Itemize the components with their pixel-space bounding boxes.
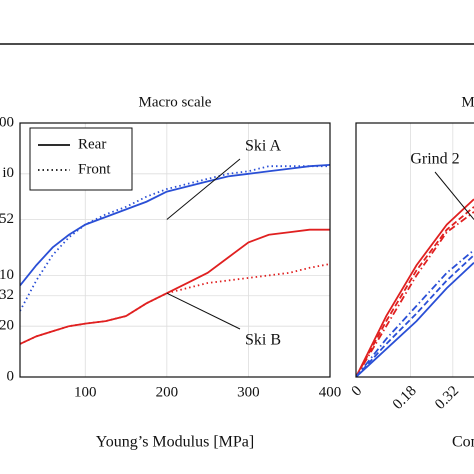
y-tick-label: 32 bbox=[0, 287, 14, 303]
x-tick-label: 400 bbox=[319, 384, 342, 400]
y-tick-label: i0 bbox=[2, 165, 14, 181]
plot-frame bbox=[19, 122, 331, 378]
series-line bbox=[20, 263, 330, 345]
series-line bbox=[356, 249, 474, 377]
annotation-leader bbox=[166, 158, 241, 220]
y-tick-label: 52 bbox=[0, 211, 14, 227]
x-tick-label: 200 bbox=[156, 384, 179, 400]
annotation-leader bbox=[166, 292, 241, 330]
legend-box bbox=[29, 127, 133, 191]
plot-frame bbox=[355, 122, 474, 378]
annotation: Ski B bbox=[245, 332, 281, 349]
legend-label: Rear bbox=[78, 136, 106, 152]
x-tick-label: 0.32 bbox=[432, 383, 462, 413]
y-tick-label: 20 bbox=[0, 318, 14, 334]
series-line bbox=[356, 206, 474, 377]
annotation: Grind 2 bbox=[410, 151, 459, 168]
x-axis-label: Con bbox=[452, 434, 474, 451]
x-tick-label: 100 bbox=[74, 384, 97, 400]
x-axis-label: Young’s Modulus [MPa] bbox=[96, 434, 254, 451]
series-line bbox=[356, 254, 474, 377]
panel-title: Macro scale bbox=[139, 94, 212, 110]
series-line bbox=[356, 262, 474, 377]
series-line bbox=[356, 211, 474, 377]
legend: Rear Front bbox=[29, 127, 133, 191]
annotation-leader bbox=[434, 171, 474, 220]
x-tick-label: 300 bbox=[237, 384, 260, 400]
x-tick-label: 0.18 bbox=[390, 383, 420, 413]
y-tick-label: 0 bbox=[7, 368, 15, 384]
panel-title: M bbox=[461, 94, 474, 110]
y-tick-label: 10 bbox=[0, 267, 14, 283]
annotation: Ski A bbox=[245, 138, 281, 155]
series-line bbox=[20, 165, 330, 312]
legend-label: Front bbox=[78, 161, 111, 177]
series-line bbox=[20, 164, 330, 287]
y-tick-label: 00 bbox=[0, 114, 14, 130]
series-line bbox=[356, 198, 474, 377]
x-tick-label: 0 bbox=[349, 383, 366, 400]
